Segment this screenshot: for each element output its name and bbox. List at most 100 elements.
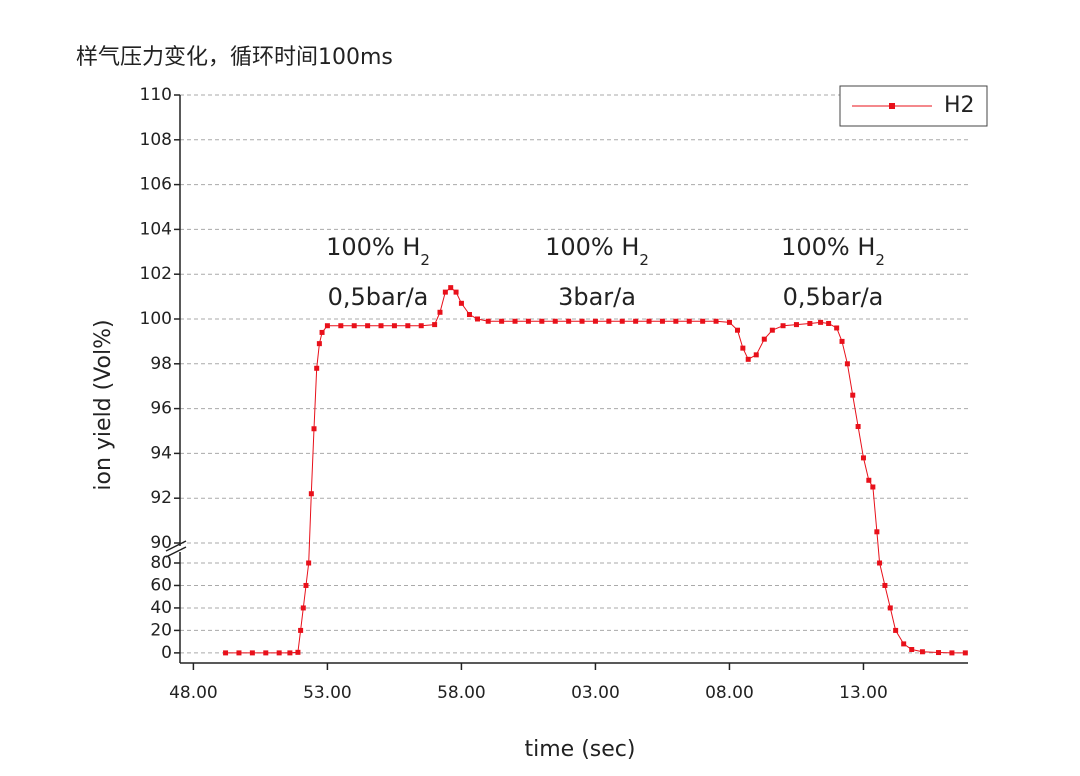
point: [453, 289, 459, 295]
y-tick-label: 60: [150, 575, 172, 595]
point: [448, 285, 454, 291]
y-tick-label: 90: [150, 533, 172, 553]
point: [901, 641, 907, 647]
y-tick-label: 0: [161, 643, 172, 663]
point: [437, 309, 443, 315]
point: [512, 318, 518, 324]
point: [619, 318, 625, 324]
legend-label: H2: [944, 93, 975, 118]
point: [432, 322, 438, 328]
y-tick-label: 80: [150, 553, 172, 573]
point: [303, 582, 309, 588]
x-tick-label: 13.00: [839, 683, 888, 703]
annotation: 100% H2: [781, 233, 885, 269]
series-line: [225, 286, 966, 654]
point: [308, 491, 314, 497]
point: [834, 325, 840, 331]
point: [351, 323, 357, 329]
point: [592, 318, 598, 324]
point: [314, 365, 320, 371]
point: [855, 424, 861, 430]
point: [499, 318, 505, 324]
point: [826, 320, 832, 326]
point: [276, 650, 282, 656]
y-axis-label: ion yield (Vol%): [91, 319, 116, 490]
point: [295, 649, 301, 655]
point: [893, 627, 899, 633]
point: [475, 316, 481, 322]
point: [962, 650, 968, 656]
x-tick-label: 03.00: [571, 683, 620, 703]
annotation-note: 3bar/a: [558, 283, 636, 311]
point: [686, 318, 692, 324]
x-tick-label: 53.00: [303, 683, 352, 703]
point: [909, 647, 915, 653]
axis-break: [165, 540, 187, 552]
point: [525, 318, 531, 324]
annotation-note: 0,5bar/a: [328, 283, 429, 311]
point: [391, 323, 397, 329]
annotation-text: 100% H: [545, 233, 639, 261]
y-tick-label: 102: [140, 264, 172, 284]
y-tick-label: 106: [140, 175, 172, 195]
point: [769, 327, 775, 333]
x-tick-label: 08.00: [705, 683, 754, 703]
point: [485, 318, 491, 324]
annotation-text: 100% H: [326, 233, 420, 261]
point: [870, 484, 876, 490]
point: [311, 426, 317, 432]
point: [418, 323, 424, 329]
point: [249, 650, 255, 656]
point: [539, 318, 545, 324]
x-axis-label: time (sec): [525, 737, 636, 762]
annotation-text: 100% H: [781, 233, 875, 261]
point: [726, 319, 732, 325]
point: [860, 455, 866, 461]
point: [566, 318, 572, 324]
point: [298, 627, 304, 633]
y-tick-label: 110: [140, 85, 172, 105]
legend-marker: [889, 103, 895, 109]
point: [378, 323, 384, 329]
y-tick-label: 20: [150, 620, 172, 640]
point: [673, 318, 679, 324]
point: [306, 560, 312, 566]
point: [606, 318, 612, 324]
point: [807, 320, 813, 326]
point: [324, 323, 330, 329]
point: [713, 318, 719, 324]
point: [458, 300, 464, 306]
y-tick-label: 94: [150, 443, 172, 463]
point: [223, 650, 229, 656]
point: [319, 329, 325, 335]
point: [338, 323, 344, 329]
point: [882, 582, 888, 588]
point: [579, 318, 585, 324]
y-tick-label: 40: [150, 598, 172, 618]
point: [793, 322, 799, 328]
annotation: 100% H2: [326, 233, 430, 269]
point: [844, 361, 850, 367]
annotation-note: 0,5bar/a: [783, 283, 884, 311]
y-tick-label: 100: [140, 309, 172, 329]
point: [919, 649, 925, 655]
point: [936, 650, 942, 656]
point: [552, 318, 558, 324]
point: [659, 318, 665, 324]
point: [263, 650, 269, 656]
point: [633, 318, 639, 324]
point: [874, 529, 880, 535]
point: [887, 605, 893, 611]
axis-break: [165, 546, 187, 558]
point: [745, 356, 751, 362]
point: [316, 341, 322, 347]
point: [753, 352, 759, 358]
point: [405, 323, 411, 329]
annotation: 100% H2: [545, 233, 649, 269]
y-tick-label: 104: [140, 219, 172, 239]
point: [949, 650, 955, 656]
point: [734, 327, 740, 333]
point: [287, 650, 293, 656]
x-tick-label: 48.00: [169, 683, 218, 703]
